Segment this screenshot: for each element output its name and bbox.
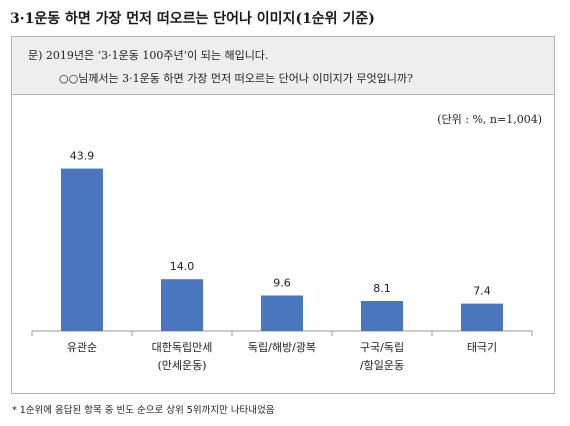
question-line-1: 문) 2019년은 ‘3·1운동 100주년’이 되는 해입니다. bbox=[28, 49, 269, 62]
value-label-1: 43.9 bbox=[70, 150, 95, 163]
category-label-4-line-2: /항일운동 bbox=[360, 358, 404, 372]
value-label-4: 8.1 bbox=[373, 282, 391, 295]
category-label-3: 독립/해방/광복 bbox=[248, 340, 316, 354]
question-box: 문) 2019년은 ‘3·1운동 100주년’이 되는 해입니다. ○○님께서는… bbox=[12, 37, 554, 95]
value-label-5: 7.4 bbox=[473, 285, 491, 298]
category-label-1: 유관순 bbox=[67, 341, 97, 354]
chart-frame: 문) 2019년은 ‘3·1운동 100주년’이 되는 해입니다. ○○님께서는… bbox=[11, 36, 555, 394]
bar-2 bbox=[161, 279, 203, 331]
bar-3 bbox=[261, 295, 303, 331]
unit-note: (단위 : %, n=1,004) bbox=[437, 113, 542, 126]
question-line-2: ○○님께서는 3·1운동 하면 가장 먼저 떠오르는 단어나 이미지가 무엇입니… bbox=[59, 72, 413, 85]
category-label-2-line-1: 대한독립만세 bbox=[152, 341, 213, 354]
bar-1 bbox=[61, 168, 103, 331]
bar-4 bbox=[361, 301, 403, 331]
bar-5 bbox=[461, 303, 503, 331]
footnote: * 1순위에 응답된 항목 중 빈도 순으로 상위 5위까지만 나타내었음 bbox=[12, 405, 275, 416]
category-label-4-line-1: 구국/독립 bbox=[360, 341, 404, 354]
value-label-3: 9.6 bbox=[273, 276, 291, 289]
category-label-5: 태극기 bbox=[467, 341, 497, 354]
category-label-2-line-2: (만세운동) bbox=[157, 359, 206, 372]
chart-title: 3·1운동 하면 가장 먼저 떠오르는 단어나 이미지(1순위 기준) bbox=[10, 11, 375, 27]
value-label-2: 14.0 bbox=[170, 260, 195, 273]
